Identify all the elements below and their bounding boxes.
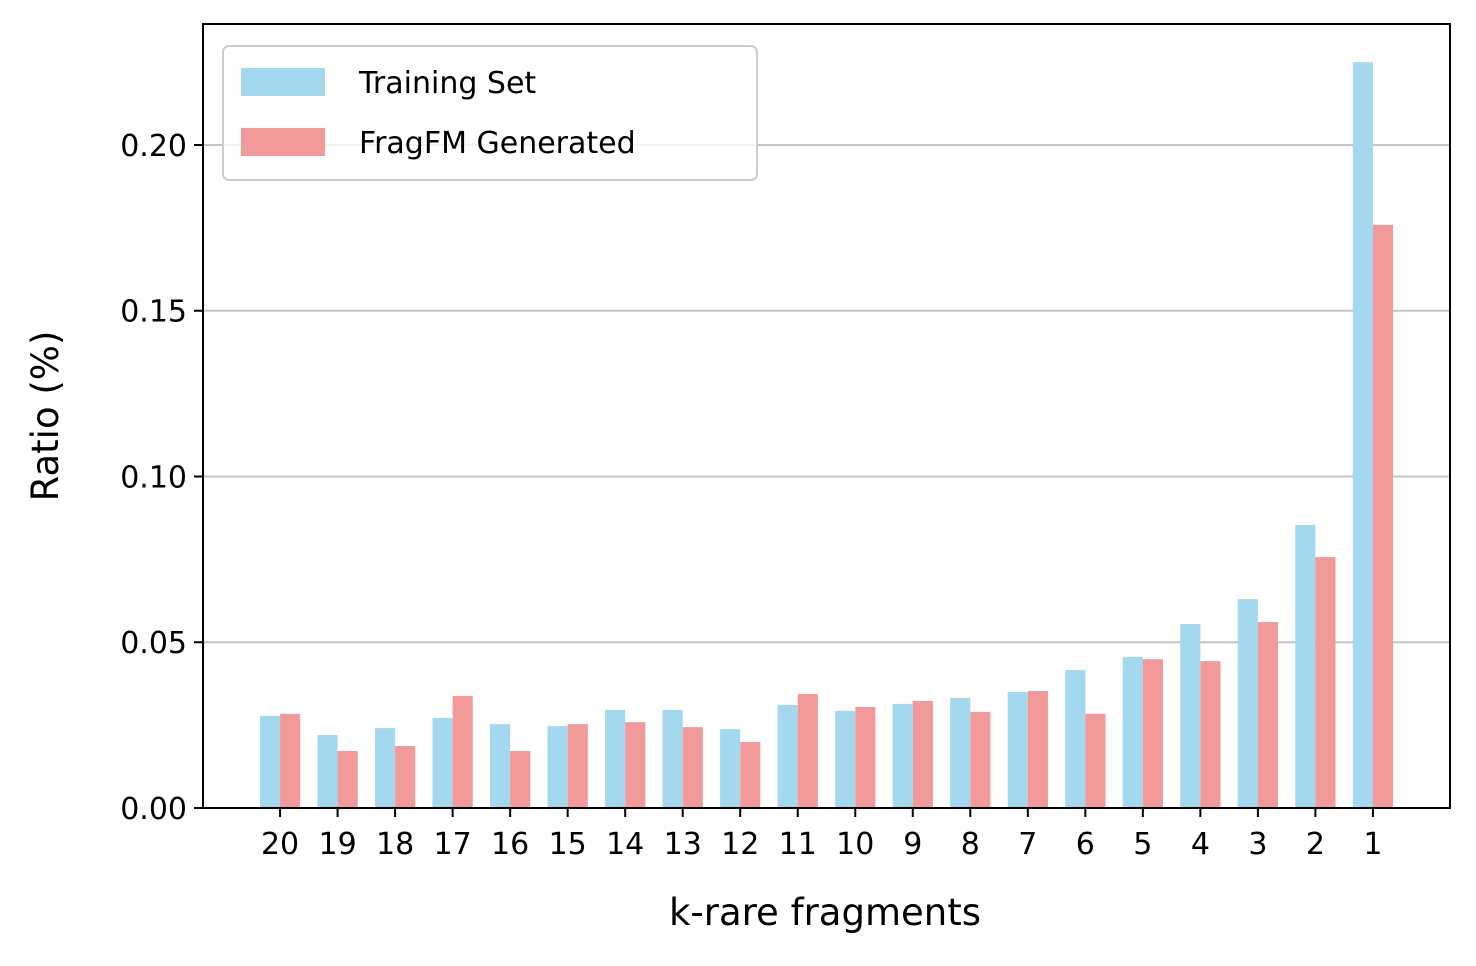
x-tick-label: 14 <box>606 827 644 862</box>
bar <box>720 729 741 808</box>
legend-swatch <box>241 128 325 156</box>
x-tick-label: 18 <box>376 827 414 862</box>
x-tick-label: 12 <box>721 827 759 862</box>
bar <box>1315 557 1336 808</box>
legend: Training Set FragFM Generated <box>222 45 758 181</box>
bar <box>259 715 281 808</box>
x-tick-label: 10 <box>836 827 874 862</box>
bar <box>855 706 876 808</box>
x-tick-label: 20 <box>261 827 299 862</box>
bar <box>1295 524 1316 808</box>
bar <box>892 703 913 808</box>
y-tick-label: 0.00 <box>120 792 187 827</box>
bar <box>1237 599 1258 808</box>
bar <box>835 710 856 808</box>
bar <box>452 695 473 808</box>
bar <box>1027 690 1048 808</box>
bars <box>259 62 1394 808</box>
x-tick-label: 11 <box>779 827 817 862</box>
bar <box>740 742 761 808</box>
x-tick-label: 19 <box>318 827 356 862</box>
x-tick-label: 15 <box>549 827 587 862</box>
bar <box>912 700 933 808</box>
plot-frame <box>202 23 1451 809</box>
legend-swatch <box>241 68 325 96</box>
bar <box>1065 670 1086 808</box>
y-tick-label: 0.05 <box>120 626 187 661</box>
y-tick-label: 0.15 <box>120 295 187 330</box>
legend-label: FragFM Generated <box>359 126 636 161</box>
bar <box>490 724 511 808</box>
bar <box>950 697 971 808</box>
bar <box>317 735 338 808</box>
x-tick-label: 17 <box>434 827 472 862</box>
x-tick-label: 1 <box>1363 827 1382 862</box>
bar <box>682 727 703 808</box>
bar <box>1142 659 1163 808</box>
x-tick-label: 8 <box>961 827 980 862</box>
bar <box>777 704 798 808</box>
x-tick-label: 13 <box>664 827 702 862</box>
bar <box>1180 624 1201 808</box>
y-axis-label: Ratio (%) <box>24 331 67 502</box>
bar <box>395 746 416 808</box>
bar <box>374 728 396 808</box>
x-tick-label: 7 <box>1018 827 1037 862</box>
legend-box <box>222 45 758 181</box>
x-tick-label: 16 <box>491 827 529 862</box>
bar <box>605 709 626 808</box>
x-tick-label: 2 <box>1306 827 1325 862</box>
bar <box>280 713 301 808</box>
x-tick-label: 9 <box>903 827 922 862</box>
x-tick-label: 5 <box>1133 827 1152 862</box>
y-tick-label: 0.20 <box>120 129 187 164</box>
x-tick-label: 4 <box>1191 827 1210 862</box>
bar <box>1372 224 1394 808</box>
bar <box>1352 62 1373 808</box>
bar <box>970 711 991 808</box>
bar <box>1200 661 1221 808</box>
bar <box>547 726 568 808</box>
bar <box>432 717 453 808</box>
x-axis-label: k-rare fragments <box>669 891 981 934</box>
bar <box>1257 622 1279 808</box>
bar <box>797 693 818 808</box>
bar <box>1085 713 1106 808</box>
bar <box>1122 656 1143 808</box>
bar <box>1007 691 1028 808</box>
x-tick-label: 6 <box>1076 827 1095 862</box>
bar <box>337 750 358 808</box>
bar <box>567 724 588 808</box>
y-tick-label: 0.10 <box>120 460 187 495</box>
bar <box>625 722 646 808</box>
bar <box>510 750 531 808</box>
bar <box>662 709 683 808</box>
legend-label: Training Set <box>358 66 536 101</box>
x-tick-label: 3 <box>1248 827 1267 862</box>
